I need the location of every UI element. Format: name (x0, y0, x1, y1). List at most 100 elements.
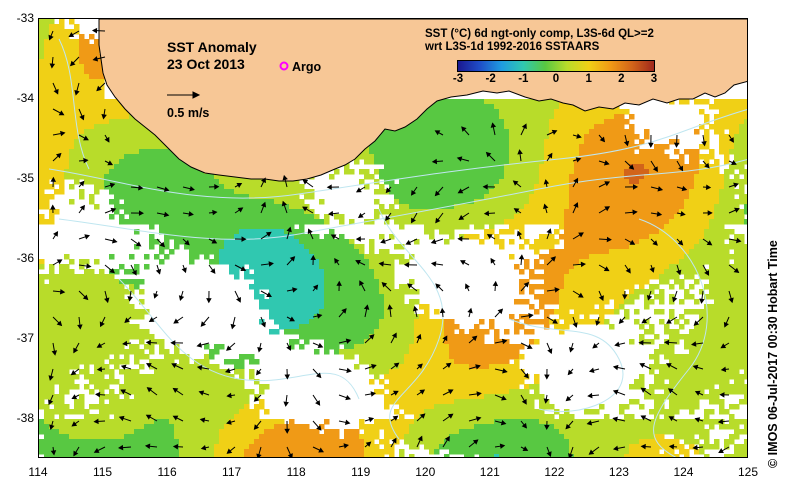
sst-cell (184, 204, 190, 210)
sst-cell (64, 254, 70, 260)
sst-cell (39, 54, 45, 60)
sst-cell (59, 144, 65, 150)
sst-cell (639, 204, 645, 210)
sst-cell (574, 124, 580, 130)
sst-cell (509, 239, 515, 245)
sst-cell (464, 159, 470, 165)
sst-cell (79, 314, 85, 320)
sst-cell (374, 294, 380, 300)
sst-cell (304, 294, 310, 300)
sst-cell (564, 224, 570, 230)
sst-cell (594, 239, 600, 245)
sst-cell (209, 179, 215, 185)
sst-cell (254, 269, 260, 275)
sst-cell (59, 274, 65, 280)
sst-cell (654, 154, 660, 160)
sst-cell (379, 299, 385, 305)
sst-cell (109, 114, 115, 120)
sst-cell (44, 294, 50, 300)
sst-cell (49, 119, 55, 125)
sst-cell (74, 174, 80, 180)
sst-cell (684, 164, 690, 170)
sst-cell (549, 189, 555, 195)
sst-cell (239, 219, 245, 225)
sst-cell (74, 129, 80, 135)
sst-cell (269, 299, 275, 305)
sst-cell (734, 314, 740, 320)
sst-cell (609, 269, 615, 275)
sst-cell (174, 214, 180, 220)
sst-cell (69, 269, 75, 275)
sst-cell (54, 74, 60, 80)
sst-cell (134, 149, 140, 155)
sst-cell (714, 199, 720, 205)
sst-cell (59, 29, 65, 35)
sst-cell (54, 79, 60, 85)
sst-cell (644, 174, 650, 180)
sst-cell (444, 134, 450, 140)
sst-cell (644, 249, 650, 255)
sst-cell (569, 139, 575, 145)
sst-cell (544, 134, 550, 140)
sst-cell (644, 164, 650, 170)
sst-cell (714, 184, 720, 190)
sst-cell (714, 159, 720, 165)
sst-cell (269, 244, 275, 250)
sst-cell (409, 149, 415, 155)
sst-cell (664, 244, 670, 250)
sst-cell (384, 299, 390, 305)
sst-cell (514, 119, 520, 125)
sst-cell (349, 259, 355, 265)
sst-cell (719, 189, 725, 195)
sst-cell (669, 219, 675, 225)
sst-cell (699, 124, 705, 130)
sst-cell (324, 214, 330, 220)
sst-cell (604, 284, 610, 290)
sst-cell (724, 124, 730, 130)
sst-cell (559, 119, 565, 125)
sst-cell (44, 329, 50, 335)
sst-cell (514, 139, 520, 145)
sst-cell (164, 229, 170, 235)
sst-cell (504, 99, 510, 105)
sst-cell (679, 244, 685, 250)
sst-cell (509, 254, 515, 260)
sst-cell (724, 244, 730, 250)
sst-cell (304, 239, 310, 245)
sst-cell (334, 304, 340, 310)
sst-cell (109, 329, 115, 335)
sst-cell (624, 229, 630, 235)
sst-cell (109, 199, 115, 205)
sst-cell (739, 104, 745, 110)
sst-cell (614, 134, 620, 140)
sst-cell (129, 209, 135, 215)
sst-cell (674, 199, 680, 205)
sst-cell (744, 109, 747, 115)
sst-cell (74, 49, 80, 55)
sst-cell (124, 329, 130, 335)
sst-cell (574, 264, 580, 270)
sst-cell (429, 234, 435, 240)
sst-cell (724, 234, 730, 240)
sst-cell (39, 34, 45, 40)
sst-cell (99, 144, 105, 150)
sst-cell (89, 274, 95, 280)
sst-cell (629, 254, 635, 260)
sst-cell (614, 239, 620, 245)
sst-cell (69, 284, 75, 290)
sst-cell (559, 289, 565, 295)
sst-cell (239, 199, 245, 205)
sst-cell (94, 139, 100, 145)
sst-cell (204, 254, 210, 260)
sst-cell (684, 174, 690, 180)
sst-cell (64, 34, 70, 40)
sst-cell (419, 139, 425, 145)
sst-cell (599, 114, 605, 120)
sst-cell (369, 244, 375, 250)
sst-cell (609, 209, 615, 215)
sst-cell (264, 304, 270, 310)
sst-cell (39, 84, 45, 90)
sst-cell (394, 329, 400, 335)
sst-cell (729, 194, 735, 200)
sst-cell (609, 189, 615, 195)
